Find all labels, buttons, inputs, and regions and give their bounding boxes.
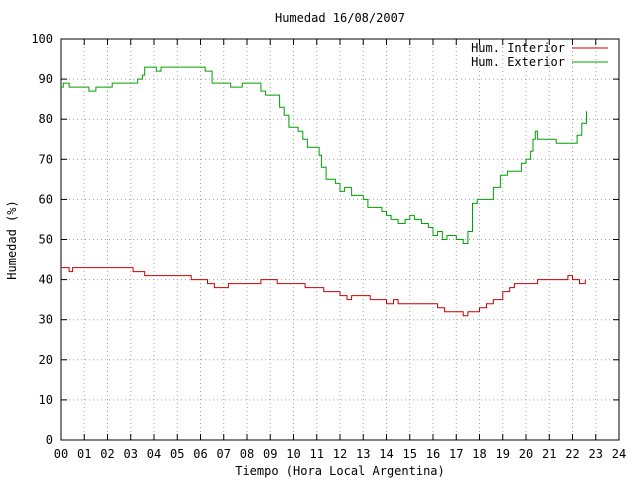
x-tick-label: 20 <box>519 447 533 461</box>
x-tick-label: 00 <box>54 447 68 461</box>
x-tick-label: 13 <box>356 447 370 461</box>
x-tick-label: 15 <box>403 447 417 461</box>
y-tick-label: 100 <box>31 32 53 46</box>
x-tick-label: 02 <box>100 447 114 461</box>
x-tick-label: 11 <box>310 447 324 461</box>
series-lines <box>61 66 587 317</box>
y-tick-labels: 0 10 20 30 40 50 60 70 80 90 100 <box>31 32 53 447</box>
series-line-interior <box>61 267 586 317</box>
x-tick-label: 18 <box>472 447 486 461</box>
y-tick-label: 10 <box>39 393 53 407</box>
x-tick-label: 01 <box>77 447 91 461</box>
y-tick-label: 80 <box>39 112 53 126</box>
legend-label-exterior: Hum. Exterior <box>471 55 565 69</box>
y-axis-label: Humedad (%) <box>5 200 19 279</box>
y-tick-label: 0 <box>46 433 53 447</box>
y-tick-label: 30 <box>39 313 53 327</box>
y-tick-label: 60 <box>39 192 53 206</box>
x-tick-label: 04 <box>147 447 161 461</box>
y-tick-label: 70 <box>39 152 53 166</box>
y-tick-label: 90 <box>39 72 53 86</box>
y-tick-label: 50 <box>39 233 53 247</box>
x-tick-label: 14 <box>379 447 393 461</box>
x-tick-label: 12 <box>333 447 347 461</box>
x-tick-label: 10 <box>286 447 300 461</box>
x-axis-label: Tiempo (Hora Local Argentina) <box>235 464 445 478</box>
x-tick-label: 06 <box>193 447 207 461</box>
x-tick-label: 23 <box>589 447 603 461</box>
x-tick-label: 24 <box>612 447 626 461</box>
x-tick-labels: 00 01 02 03 04 05 06 07 08 09 10 11 12 13 14 15 16 17 18 19… <box>54 447 626 461</box>
x-tick-label: 16 <box>426 447 440 461</box>
x-tick-label: 08 <box>240 447 254 461</box>
legend: Hum. Interior Hum. Exterior <box>471 41 608 69</box>
chart-title: Humedad 16/08/2007 <box>275 11 405 25</box>
legend-label-interior: Hum. Interior <box>471 41 565 55</box>
x-tick-label: 03 <box>124 447 138 461</box>
x-tick-label: 17 <box>449 447 463 461</box>
x-tick-label: 19 <box>496 447 510 461</box>
x-tick-label: 07 <box>217 447 231 461</box>
y-tick-label: 20 <box>39 353 53 367</box>
x-tick-label: 05 <box>170 447 184 461</box>
plot-frame <box>60 38 620 441</box>
x-tick-label: 09 <box>263 447 277 461</box>
x-tick-label: 22 <box>565 447 579 461</box>
axes <box>60 38 620 441</box>
x-tick-label: 21 <box>542 447 556 461</box>
y-tick-label: 40 <box>39 273 53 287</box>
series-line-exterior <box>61 66 587 244</box>
